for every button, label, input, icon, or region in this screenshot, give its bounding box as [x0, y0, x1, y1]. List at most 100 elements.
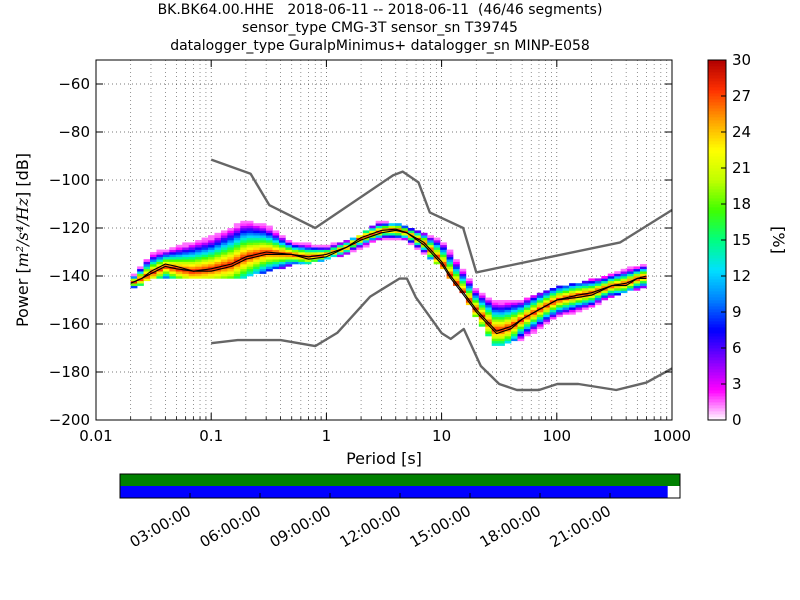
- density-cell: [511, 312, 518, 315]
- density-cell: [317, 259, 325, 262]
- density-cell: [188, 256, 196, 260]
- density-cell: [208, 256, 215, 260]
- plot-frame: [95, 59, 673, 421]
- density-cell: [137, 276, 144, 279]
- density-cell: [627, 283, 634, 286]
- colorbar-tick-label: 9: [732, 303, 742, 321]
- density-cell: [575, 292, 583, 296]
- density-cell: [233, 266, 241, 270]
- density-cell: [227, 268, 235, 272]
- density-cell: [201, 259, 209, 262]
- density-cell: [453, 278, 460, 282]
- density-cell: [233, 271, 241, 274]
- density-cell: [220, 259, 228, 262]
- density-cell: [523, 333, 531, 337]
- density-cell: [588, 295, 596, 298]
- density-cell: [511, 331, 518, 334]
- density-cell: [530, 319, 538, 322]
- noise-model-lines: [130, 158, 673, 392]
- density-cell: [614, 276, 621, 279]
- density-cell: [459, 288, 467, 291]
- density-cell: [382, 232, 389, 236]
- density-cell: [233, 252, 241, 255]
- density-cell: [156, 256, 164, 260]
- density-cell: [214, 237, 222, 241]
- colorbar-strip: [708, 237, 726, 241]
- colorbar-strip: [708, 174, 726, 178]
- density-cell: [375, 225, 383, 229]
- density-cell: [639, 264, 647, 267]
- density-cell: [627, 268, 634, 272]
- density-cell: [143, 278, 151, 282]
- density-cell: [214, 264, 222, 267]
- density-cell: [362, 237, 370, 241]
- density-cell: [569, 312, 576, 315]
- colorbar-strip: [708, 129, 726, 133]
- density-cell: [330, 242, 338, 246]
- density-cell: [150, 266, 157, 270]
- density-cell: [395, 225, 402, 229]
- colorbar-strip: [708, 372, 726, 376]
- density-cell: [253, 261, 260, 265]
- density-cell: [150, 259, 157, 262]
- density-cell: [569, 285, 576, 289]
- density-cell: [233, 256, 241, 260]
- density-cell: [253, 240, 260, 243]
- density-cell: [130, 283, 138, 286]
- density-cell: [266, 237, 273, 241]
- density-cell: [162, 266, 170, 270]
- density-cell: [220, 276, 228, 279]
- density-cell: [485, 302, 493, 306]
- density-cell: [259, 254, 267, 258]
- colorbar-label: [%]: [769, 226, 788, 254]
- density-cell: [498, 326, 505, 330]
- density-cell: [588, 288, 596, 291]
- density-cell: [156, 266, 164, 270]
- density-cell: [446, 249, 454, 253]
- y-axis-label: Power [m²/s⁴/Hz] [dB]: [13, 153, 32, 327]
- density-cell: [298, 247, 306, 250]
- density-cell: [459, 271, 467, 274]
- density-cell: [259, 237, 267, 241]
- timeline-tick-label: 15:00:00: [407, 502, 474, 551]
- density-cell: [130, 278, 138, 282]
- density-cell: [246, 237, 254, 241]
- density-cell: [278, 244, 286, 248]
- density-cell: [427, 252, 434, 255]
- colorbar-strip: [708, 195, 726, 199]
- density-cell: [240, 237, 248, 241]
- density-cell: [182, 256, 190, 260]
- density-cell: [298, 249, 306, 253]
- density-cell: [182, 266, 190, 270]
- density-cell: [575, 309, 583, 313]
- density-cell: [517, 338, 525, 342]
- density-cell: [491, 300, 499, 303]
- density-cell: [137, 266, 144, 270]
- density-cell: [491, 343, 499, 346]
- density-cell: [453, 283, 460, 286]
- density-cell: [498, 316, 505, 320]
- density-cell: [266, 225, 273, 229]
- timeline-tick-label: 03:00:00: [127, 502, 194, 551]
- density-cell: [530, 304, 538, 308]
- density-cell: [472, 300, 480, 303]
- density-cell: [511, 338, 518, 342]
- density-cell: [594, 280, 602, 284]
- density-cell: [356, 242, 364, 246]
- density-cell: [137, 273, 144, 277]
- density-cell: [530, 312, 538, 315]
- density-cell: [253, 271, 260, 274]
- colorbar-strip: [708, 141, 726, 145]
- density-cell: [562, 304, 570, 308]
- density-cell: [246, 271, 254, 274]
- colorbar-strip: [708, 99, 726, 103]
- density-cell: [498, 343, 505, 346]
- density-cell: [214, 259, 222, 262]
- density-cell: [498, 300, 505, 303]
- density-cell: [446, 252, 454, 255]
- density-cell: [343, 240, 351, 243]
- density-cell: [233, 276, 241, 279]
- density-cell: [266, 240, 273, 243]
- colorbar-strip: [708, 90, 726, 94]
- density-cell: [627, 266, 634, 270]
